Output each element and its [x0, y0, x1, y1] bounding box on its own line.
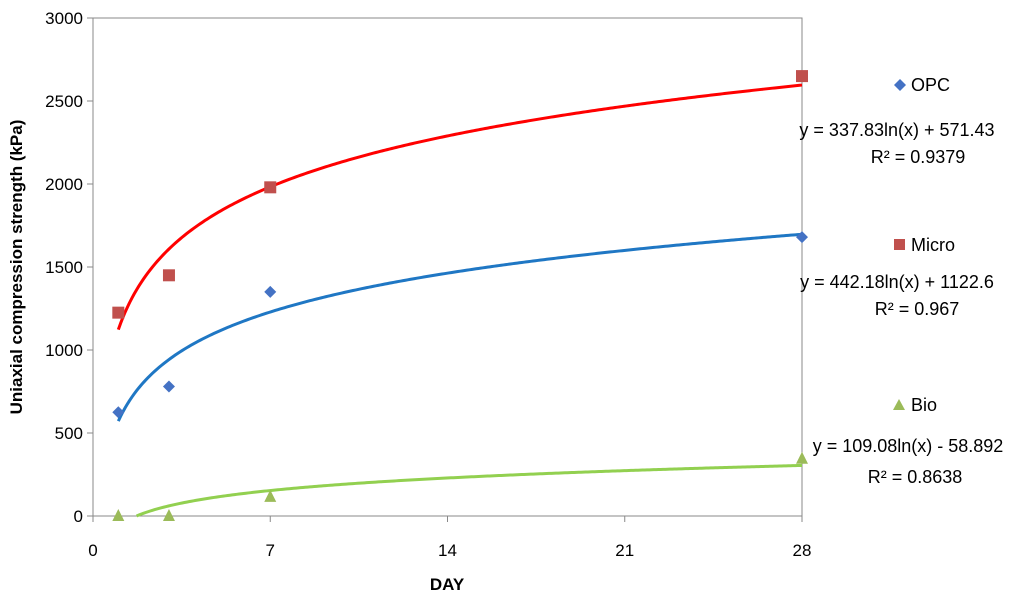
data-point-bio	[112, 509, 125, 521]
data-points	[112, 70, 808, 521]
data-point-micro	[796, 70, 808, 83]
y-tick-label: 3000	[45, 9, 83, 28]
x-tick-label: 0	[88, 541, 97, 560]
y-axis: 0 500 1000 1500 2000 2500 3000	[45, 9, 93, 526]
y-axis-title: Uniaxial compression strength (kPa)	[7, 120, 26, 415]
y-tick-label: 1500	[45, 258, 83, 277]
trendlines	[116, 83, 803, 518]
data-point-opc	[162, 380, 175, 393]
legend-equation-micro: y = 442.18ln(x) + 1122.6	[800, 272, 994, 292]
y-tick-label: 1000	[45, 341, 83, 360]
y-tick-label: 500	[55, 424, 83, 443]
legend-r2-opc: R² = 0.9379	[871, 147, 966, 167]
legend-marker-bio	[893, 399, 905, 410]
data-point-micro	[264, 181, 277, 194]
y-tick-label: 2000	[45, 175, 83, 194]
legend-r2-micro: R² = 0.967	[875, 299, 960, 319]
trendline-micro	[116, 83, 803, 331]
data-point-bio	[796, 451, 808, 464]
x-tick-label: 14	[438, 541, 457, 560]
x-tick-label: 7	[266, 541, 275, 560]
data-point-micro	[112, 306, 125, 319]
legend-r2-bio: R² = 0.8638	[868, 467, 963, 487]
legend: OPC y = 337.83ln(x) + 571.43 R² = 0.9379…	[799, 75, 1003, 487]
legend-label-micro: Micro	[911, 235, 955, 255]
data-point-opc	[264, 285, 277, 298]
data-point-bio	[162, 509, 175, 521]
plot-area	[92, 17, 803, 517]
trendline-bio	[135, 463, 803, 518]
legend-marker-micro	[894, 239, 905, 250]
y-tick-label: 0	[74, 507, 83, 526]
y-tick-label: 2500	[45, 92, 83, 111]
legend-label-opc: OPC	[911, 75, 950, 95]
data-point-micro	[162, 269, 175, 282]
x-tick-label: 28	[793, 541, 812, 560]
legend-equation-bio: y = 109.08ln(x) - 58.892	[813, 436, 1004, 456]
legend-label-bio: Bio	[911, 395, 937, 415]
legend-marker-opc	[894, 79, 906, 91]
x-axis: 0 7 14 21 28	[88, 516, 811, 560]
x-tick-label: 21	[615, 541, 634, 560]
x-axis-title: DAY	[430, 575, 465, 594]
data-point-bio	[264, 489, 277, 502]
legend-equation-opc: y = 337.83ln(x) + 571.43	[799, 120, 994, 140]
data-point-opc	[112, 406, 125, 419]
trendline-opc	[116, 232, 803, 422]
data-point-opc	[796, 231, 808, 244]
